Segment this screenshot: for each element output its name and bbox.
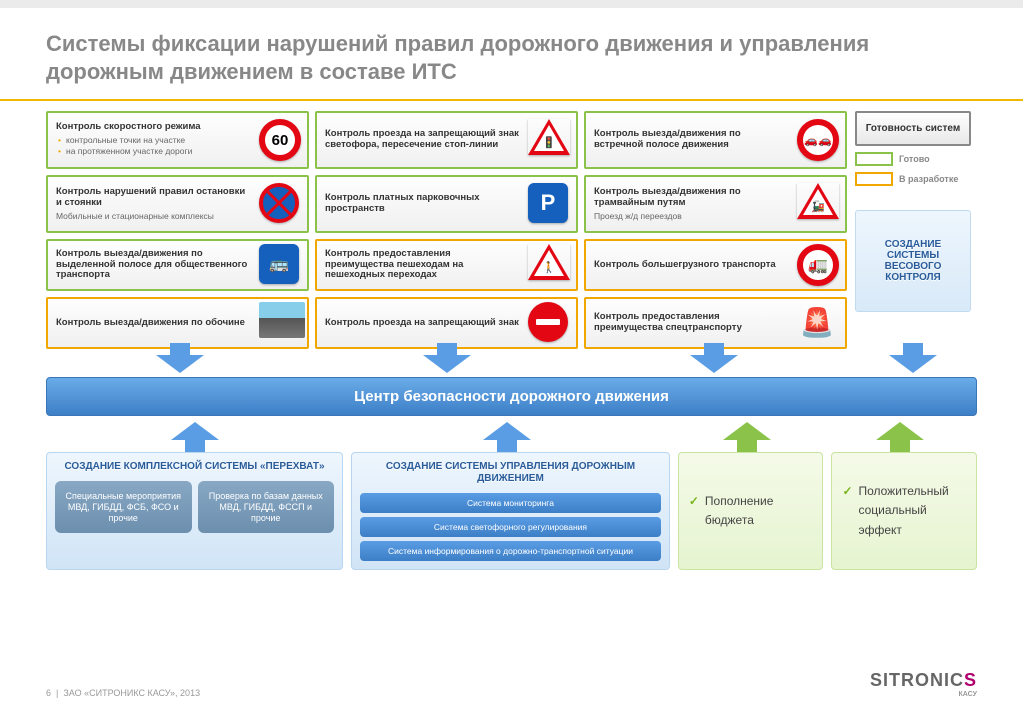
footer-text: ЗАО «СИТРОНИКС КАСУ», 2013 bbox=[63, 688, 200, 698]
card-subtitle: Мобильные и стационарные комплексы bbox=[56, 211, 253, 221]
panel-title: СОЗДАНИЕ СИСТЕМЫ УПРАВЛЕНИЯ ДОРОЖНЫМ ДВИ… bbox=[360, 461, 661, 485]
parking-icon: P bbox=[528, 183, 570, 225]
main-grid-area: Контроль скоростного режима контрольные т… bbox=[0, 111, 1023, 349]
system-card: Контроль выезда/движения по обочине bbox=[46, 297, 309, 349]
system-cards-grid: Контроль скоростного режима контрольные т… bbox=[46, 111, 847, 349]
bus-lane-icon: 🚌 bbox=[259, 244, 301, 286]
page-title: Системы фиксации нарушений правил дорожн… bbox=[46, 30, 977, 85]
system-card: Контроль предоставления преимущества спе… bbox=[584, 297, 847, 349]
system-card: Контроль проезда на запрещающий знак све… bbox=[315, 111, 578, 169]
panel-traffic-mgmt: СОЗДАНИЕ СИСТЕМЫ УПРАВЛЕНИЯ ДОРОЖНЫМ ДВИ… bbox=[351, 452, 670, 570]
arrow-up-icon bbox=[483, 422, 531, 440]
legend-ready-row: Готово bbox=[855, 152, 971, 166]
siren-icon: 🚨 bbox=[797, 302, 839, 344]
card-title: Контроль нарушений правил остановки и ст… bbox=[56, 187, 253, 209]
chip-row: Система светофорного регулирования bbox=[360, 517, 661, 537]
green-check-item: Положительный социальный эффект bbox=[840, 482, 968, 540]
no-truck-icon: 🚛 bbox=[797, 244, 839, 286]
arrow-down-icon bbox=[423, 355, 471, 373]
rail-icon: 🚂 bbox=[797, 183, 839, 225]
no-overtake-icon: 🚗🚗 bbox=[797, 119, 839, 161]
traffic-light-icon: 🚦 bbox=[528, 119, 570, 161]
weight-control-card: СОЗДАНИЕ СИСТЕМЫ ВЕСОВОГО КОНТРОЛЯ bbox=[855, 210, 971, 312]
card-title: Контроль скоростного режима bbox=[56, 122, 253, 133]
system-card: Контроль предоставления преимущества пеш… bbox=[315, 239, 578, 291]
center-title-bar: Центр безопасности дорожного движения bbox=[46, 377, 977, 416]
yellow-divider bbox=[0, 99, 1023, 101]
system-card: Контроль выезда/движения по выделенной п… bbox=[46, 239, 309, 291]
no-entry-icon bbox=[528, 302, 570, 344]
panel-title: СОЗДАНИЕ КОМПЛЕКСНОЙ СИСТЕМЫ «ПЕРЕХВАТ» bbox=[55, 461, 334, 473]
header: Системы фиксации нарушений правил дорожн… bbox=[0, 8, 1023, 95]
card-title: Контроль предоставления преимущества пеш… bbox=[325, 249, 522, 282]
chip: Специальные мероприятия МВД, ГИБДД, ФСБ,… bbox=[55, 481, 192, 533]
legend-header: Готовность систем bbox=[855, 111, 971, 146]
footer: 6 | ЗАО «СИТРОНИКС КАСУ», 2013 bbox=[46, 688, 200, 698]
legend-ready-label: Готово bbox=[899, 154, 930, 164]
card-title: Контроль выезда/движения по трамвайным п… bbox=[594, 187, 791, 209]
system-card: Контроль выезда/движения по трамвайным п… bbox=[584, 175, 847, 233]
logo-sub: КАСУ bbox=[870, 691, 977, 698]
card-title: Контроль большегрузного транспорта bbox=[594, 260, 791, 271]
arrow-down-icon bbox=[690, 355, 738, 373]
arrow-up-icon bbox=[876, 422, 924, 440]
page-number: 6 bbox=[46, 688, 51, 698]
card-title: Контроль выезда/движения по обочине bbox=[56, 318, 253, 329]
legend-side: Готовность систем Готово В разработке СО… bbox=[855, 111, 971, 349]
card-title: Контроль выезда/движения по выделенной п… bbox=[56, 249, 253, 282]
green-check-item: Пополнение бюджета bbox=[687, 492, 815, 530]
system-card: Контроль большегрузного транспорта 🚛 bbox=[584, 239, 847, 291]
logo-text: SITRONIC bbox=[870, 670, 964, 690]
card-subtitle: Проезд ж/д переездов bbox=[594, 211, 791, 221]
top-gray-bar bbox=[0, 0, 1023, 8]
chip-row: Система мониторинга bbox=[360, 493, 661, 513]
panel-budget: Пополнение бюджета bbox=[678, 452, 824, 570]
logo: SITRONICS КАСУ bbox=[870, 670, 977, 698]
card-bullets: контрольные точки на участкена протяженн… bbox=[56, 135, 253, 157]
bottom-panels-row: СОЗДАНИЕ КОМПЛЕКСНОЙ СИСТЕМЫ «ПЕРЕХВАТ» … bbox=[0, 444, 1023, 570]
legend-ready-box bbox=[855, 152, 893, 166]
card-title: Контроль проезда на запрещающий знак bbox=[325, 318, 522, 329]
arrow-down-icon bbox=[156, 355, 204, 373]
system-card: Контроль платных парковочных пространств… bbox=[315, 175, 578, 233]
system-card: Контроль проезда на запрещающий знак bbox=[315, 297, 578, 349]
pedestrian-icon: 🚶 bbox=[528, 244, 570, 286]
card-bullet: контрольные точки на участке bbox=[56, 135, 253, 146]
panel-social: Положительный социальный эффект bbox=[831, 452, 977, 570]
legend-indev-box bbox=[855, 172, 893, 186]
panel-intercept: СОЗДАНИЕ КОМПЛЕКСНОЙ СИСТЕМЫ «ПЕРЕХВАТ» … bbox=[46, 452, 343, 570]
speed-60-icon: 60 bbox=[259, 119, 301, 161]
arrow-up-icon bbox=[171, 422, 219, 440]
card-title: Контроль выезда/движения по встречной по… bbox=[594, 129, 791, 151]
arrows-up-row bbox=[0, 416, 1023, 444]
logo-accent: S bbox=[964, 670, 977, 690]
card-title: Контроль проезда на запрещающий знак све… bbox=[325, 129, 522, 151]
card-bullet: на протяженном участке дороги bbox=[56, 146, 253, 157]
arrows-down-row bbox=[0, 349, 1023, 377]
card-title: Контроль платных парковочных пространств bbox=[325, 193, 522, 215]
system-card: Контроль нарушений правил остановки и ст… bbox=[46, 175, 309, 233]
legend-indev-row: В разработке bbox=[855, 172, 971, 186]
photo-icon bbox=[259, 302, 301, 344]
arrow-up-icon bbox=[723, 422, 771, 440]
no-stop-icon bbox=[259, 183, 301, 225]
arrow-down-icon bbox=[889, 355, 937, 373]
legend-indev-label: В разработке bbox=[899, 174, 958, 184]
card-title: Контроль предоставления преимущества спе… bbox=[594, 312, 791, 334]
system-card: Контроль выезда/движения по встречной по… bbox=[584, 111, 847, 169]
chip: Проверка по базам данных МВД, ГИБДД, ФСС… bbox=[198, 481, 335, 533]
system-card: Контроль скоростного режима контрольные т… bbox=[46, 111, 309, 169]
chip-row: Система информирования о дорожно-транспо… bbox=[360, 541, 661, 561]
